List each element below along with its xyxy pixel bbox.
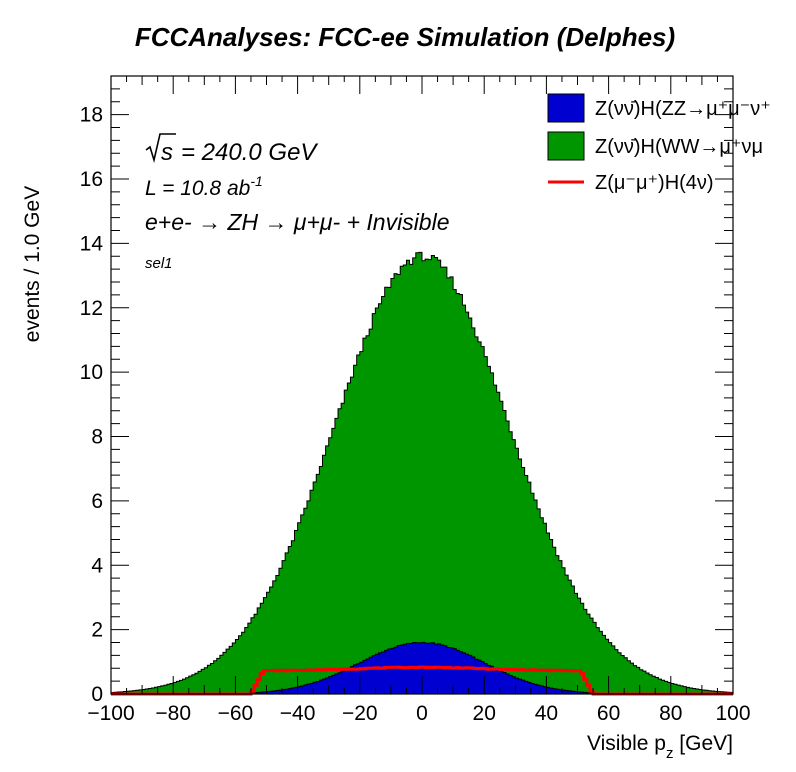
chart-title: FCCAnalyses: FCC-ee Simulation (Delphes) [135,22,675,52]
x-tick-label: 0 [416,702,428,725]
legend-entry-zz-to-mumununu: Z(νν̄)H(ZZ→μ⁺μ⁻ν⁺ [547,93,771,123]
series-zmumu-h4nu-line [111,665,733,696]
legend-swatch [547,93,585,123]
sqrt-symbol-icon [145,133,176,164]
y-tick-label: 14 [80,232,104,255]
y-tick-label: 16 [80,168,103,191]
y-tick-label: 0 [91,683,103,706]
y-tick-label: 6 [91,490,103,513]
x-tick-label: 100 [715,702,750,725]
y-axis: 0 2 4 6 8 10 12 14 16 18 [80,75,733,706]
legend-entry-zmumu-h4nu: Z(μ⁻μ⁺)H(4ν) [548,172,714,194]
annotation-process: e+e- → ZH → μ+μ- + Invisible [145,209,450,235]
x-tick-label: −60 [218,702,254,725]
sqrt-s-value: = 240.0 GeV [181,139,318,166]
legend-entry-ww-to-munumunu: Z(νν̄)H(WW→μ⁺νμ [547,131,763,161]
series-ww-to-munumunu-histogram [110,251,734,695]
annotation-sqrt-s: s = 240.0 GeV [145,133,318,166]
x-tick-label: −100 [87,702,134,725]
x-axis: −100 −80 −60 −40 −20 0 20 40 60 80 100 [87,76,751,725]
annotation-lumi: L = 10.8 ab-1 [145,173,263,200]
y-tick-label: 2 [91,619,103,642]
legend: Z(νν̄)H(ZZ→μ⁺μ⁻ν⁺ Z(νν̄)H(WW→μ⁺νμ Z(μ⁻μ⁺)H… [547,93,771,194]
y-tick-label: 10 [80,361,103,384]
y-tick-label: 4 [91,554,103,577]
legend-swatch [547,131,585,161]
y-tick-label: 8 [91,426,103,449]
x-tick-label: 60 [597,702,620,725]
y-axis-label: events / 1.0 GeV [21,186,44,342]
x-tick-label: −40 [280,702,316,725]
x-tick-label: 40 [535,702,558,725]
y-tick-label: 18 [80,104,103,127]
legend-label: Z(νν̄)H(ZZ→μ⁺μ⁻ν⁺ [595,98,771,120]
legend-label: Z(μ⁻μ⁺)H(4ν) [595,172,714,194]
sqrt-s-variable: s [161,139,173,166]
x-axis-label: Visible pz [GeV] [587,732,733,762]
legend-label: Z(νν̄)H(WW→μ⁺νμ [595,136,763,158]
y-tick-label: 12 [80,297,103,320]
x-tick-label: 20 [473,702,496,725]
x-tick-label: −80 [155,702,191,725]
x-tick-label: 80 [659,702,682,725]
annotation-selection: sel1 [145,255,173,272]
x-tick-label: −20 [342,702,378,725]
